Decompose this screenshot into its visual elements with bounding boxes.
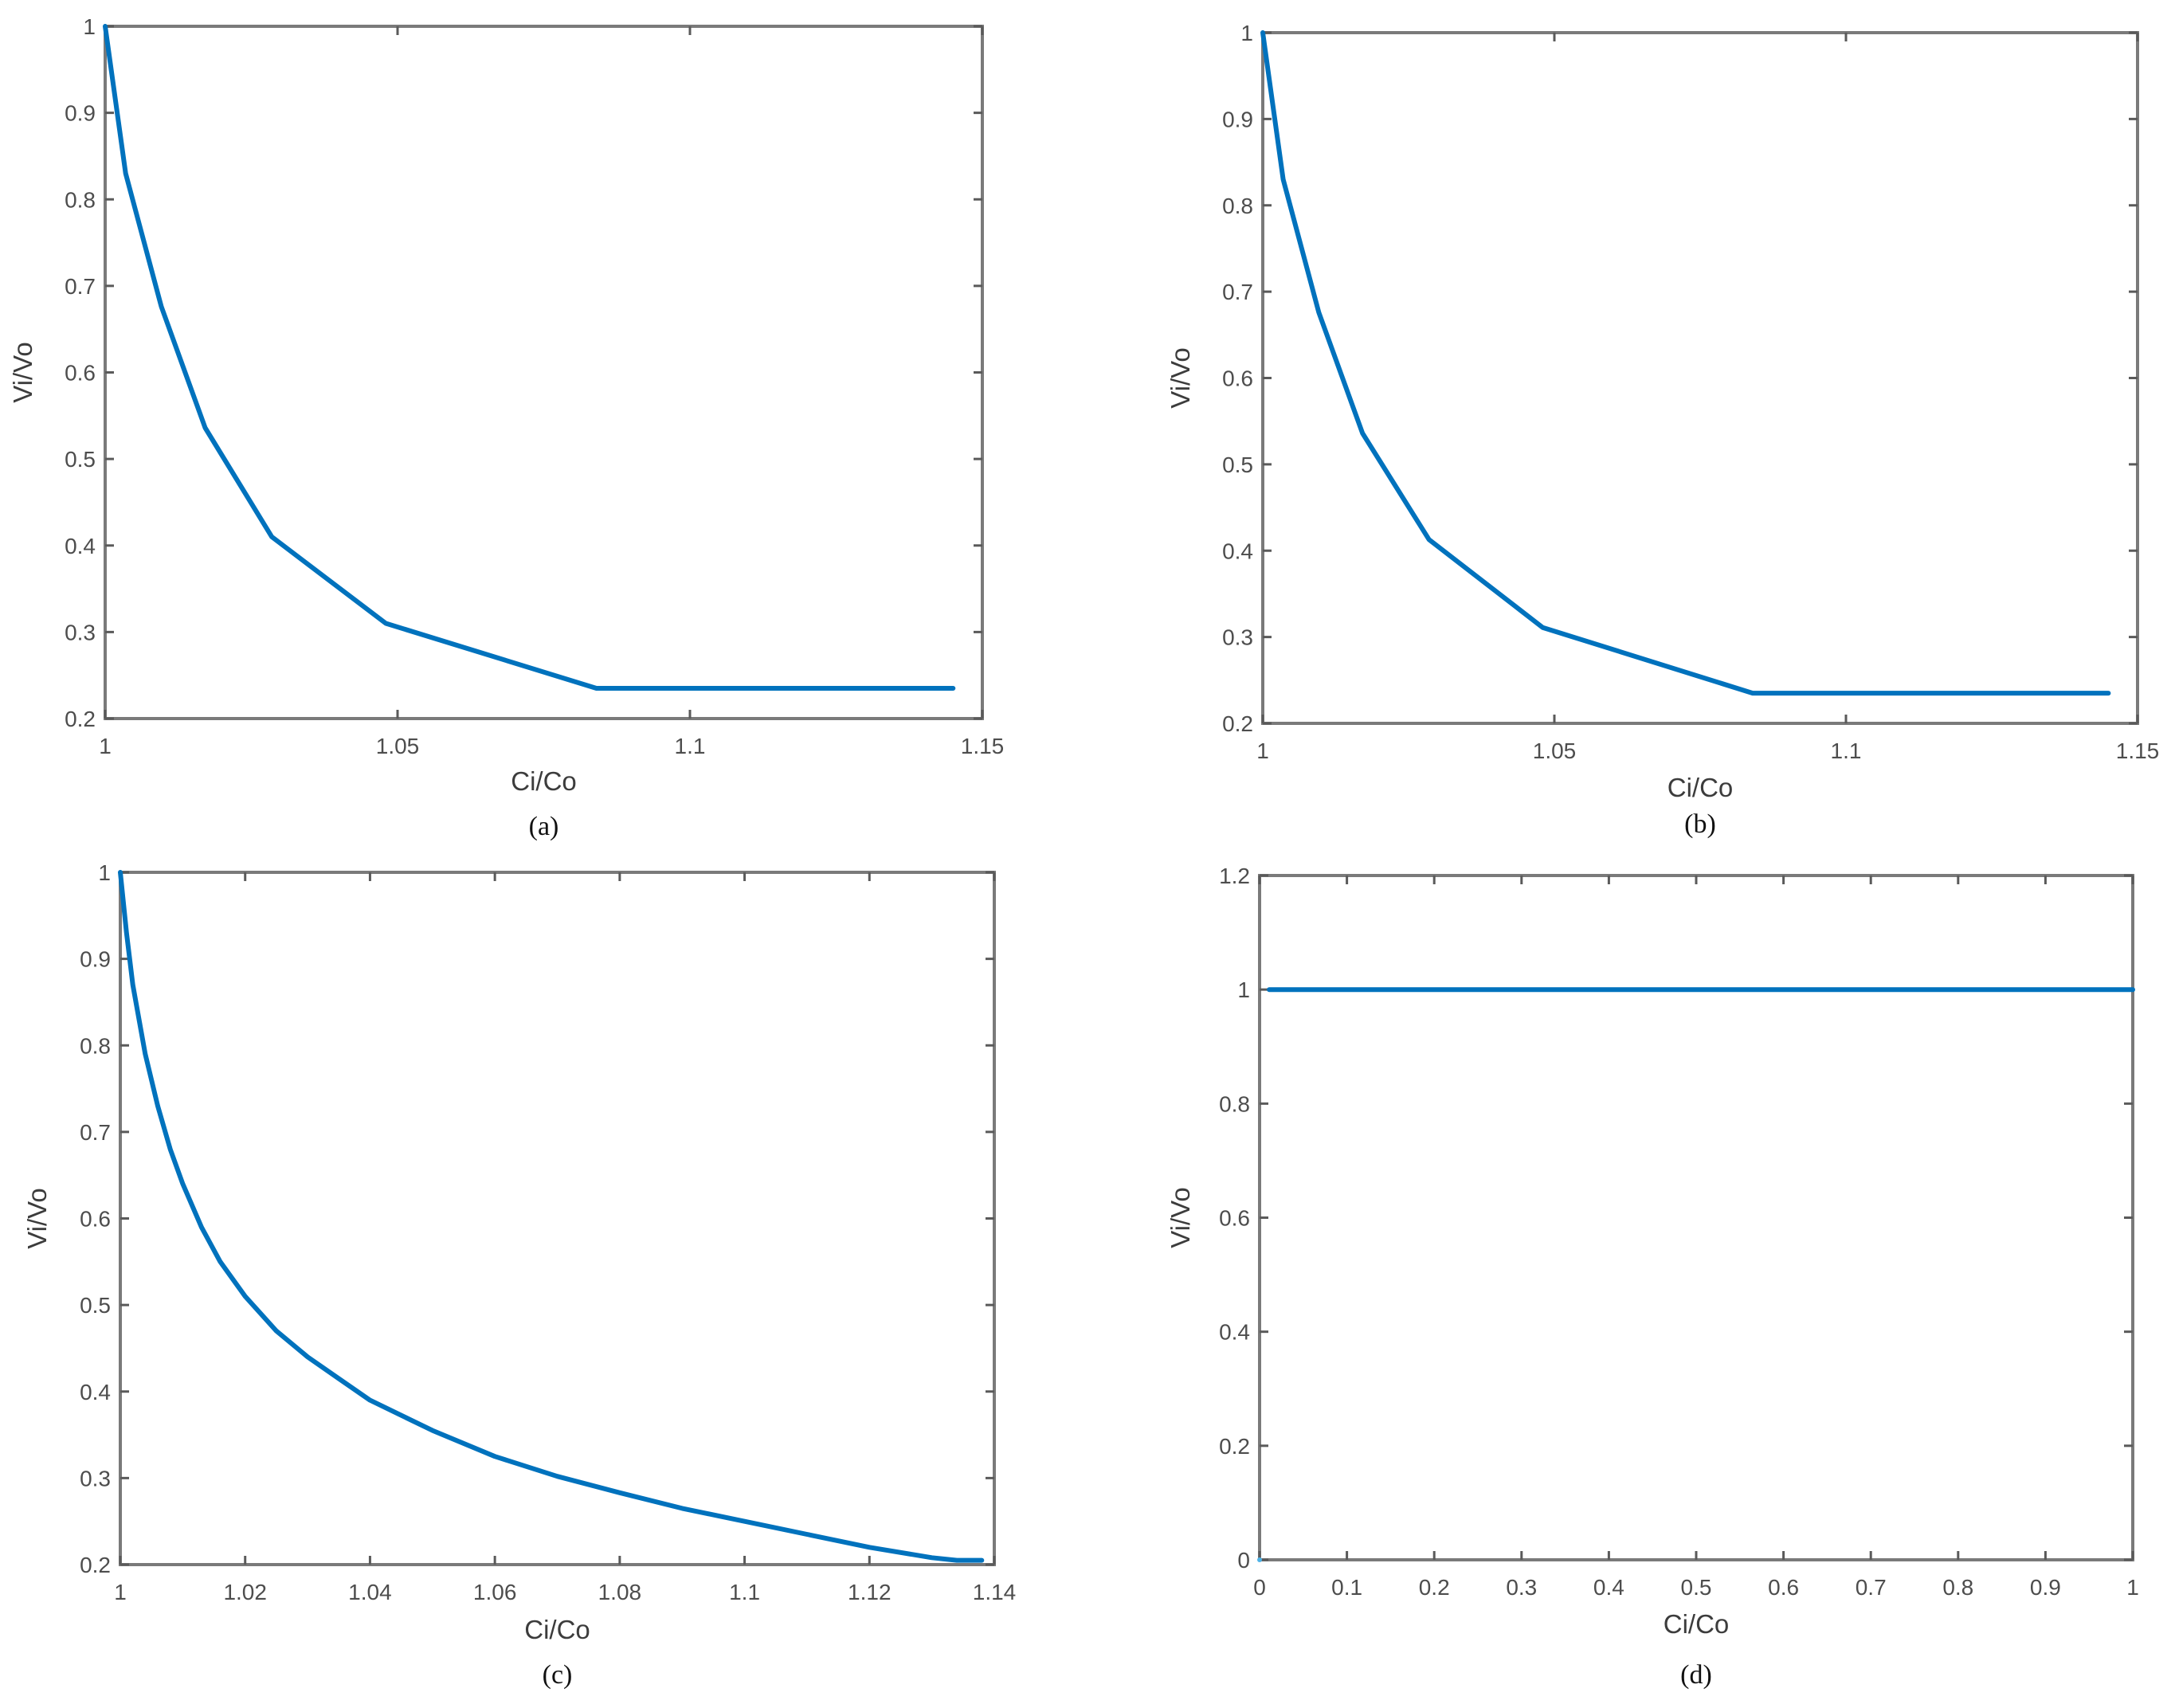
axes-frame: [104, 25, 984, 720]
x-tick-label: 0.1: [1331, 1575, 1362, 1600]
chart-panel-a: 1 1.05 1.1 1.15 0.2 0.3 0.4 0.5 0.6 0.7 0.8 0.9 1 Ci/…: [8, 14, 1004, 841]
panel-caption: (d): [1680, 1660, 1712, 1690]
y-tick-label: 0.4: [80, 1380, 111, 1404]
x-tick-label: 1: [99, 734, 112, 758]
x-axis-label: Ci/Co: [1667, 773, 1734, 802]
y-tick-label: 0.4: [1222, 539, 1253, 563]
chart-panel-b: 1 1.05 1.1 1.15 0.2 0.3 0.4 0.5 0.6 0.7 0.8 0.9 1 Ci/…: [1166, 21, 2159, 839]
x-tick-label: 1.04: [348, 1580, 392, 1604]
y-tick-label: 1: [1240, 21, 1253, 45]
y-tick-label: 1.2: [1219, 864, 1250, 888]
y-tick-label: 0.8: [1222, 194, 1253, 218]
x-tick-label: 0.4: [1593, 1575, 1624, 1600]
y-tick-label: 0.6: [80, 1207, 111, 1232]
y-tick-label: 1: [1237, 977, 1250, 1002]
panel-caption: (b): [1684, 809, 1716, 839]
data-line: [1260, 30, 2111, 696]
y-tick-label: 1: [83, 14, 96, 39]
x-tick-label: 1.14: [973, 1580, 1017, 1604]
y-tick-label: 0.8: [65, 187, 96, 212]
x-tick-label: 1: [2126, 1575, 2139, 1600]
y-tick-label: 0.4: [1219, 1320, 1250, 1345]
x-tick-label: 0.3: [1506, 1575, 1537, 1600]
axes-frame: [1261, 31, 2139, 725]
y-tick-label: 0.2: [80, 1553, 111, 1577]
x-tick-label: 0.9: [2030, 1575, 2061, 1600]
x-tick-label: 1.1: [675, 734, 706, 758]
y-tick-label: 0.6: [1219, 1206, 1250, 1231]
y-tick-label: 0.5: [65, 447, 96, 472]
axes-frame: [1258, 874, 2134, 1561]
chart-panel-d: 0 0.1 0.2 0.3 0.4 0.5 0.6 0.7 0.8 0.9 1 0 0.2 0.4 0.6 0…: [1166, 864, 2139, 1690]
y-axis-label: Vi/Vo: [8, 342, 37, 402]
y-axis-label: Vi/Vo: [22, 1188, 52, 1248]
x-tick-label: 1.12: [848, 1580, 892, 1604]
panel-caption: (a): [529, 812, 559, 841]
y-tick-label: 0.3: [1222, 625, 1253, 650]
x-tick-label: 1.15: [961, 734, 1005, 758]
panel-caption: (c): [543, 1660, 573, 1690]
x-tick-label: 1.1: [729, 1580, 760, 1604]
axes-frame: [119, 871, 996, 1566]
x-tick-label: 0: [1253, 1575, 1266, 1600]
data-line: [118, 870, 985, 1563]
y-tick-label: 0.7: [80, 1120, 111, 1145]
x-tick-label: 1.1: [1831, 738, 1862, 763]
y-tick-label: 0.2: [65, 707, 96, 731]
x-axis-label: Ci/Co: [511, 766, 577, 796]
x-tick-label: 0.6: [1768, 1575, 1799, 1600]
x-tick-label: 0.7: [1856, 1575, 1887, 1600]
y-tick-label: 0.6: [65, 361, 96, 386]
y-tick-label: 0.3: [80, 1466, 111, 1491]
y-tick-label: 0.8: [80, 1033, 111, 1058]
y-tick-label: 1: [98, 860, 111, 885]
x-tick-label: 1: [114, 1580, 127, 1604]
y-axis-label: Vi/Vo: [1166, 347, 1195, 408]
y-tick-label: 0.4: [65, 534, 96, 558]
y-tick-label: 0: [1237, 1548, 1250, 1573]
x-tick-label: 1.15: [2116, 738, 2160, 763]
x-axis-label: Ci/Co: [524, 1615, 590, 1644]
x-axis-label: Ci/Co: [1664, 1609, 1730, 1639]
x-tick-label: 1: [1256, 738, 1269, 763]
chart-panel-c: 1 1.02 1.04 1.06 1.08 1.1 1.12 1.14 0.2 0.3 0.4 0.5…: [22, 860, 1016, 1690]
x-tick-label: 0.8: [1942, 1575, 1973, 1600]
x-tick-label: 1.02: [223, 1580, 267, 1604]
x-tick-label: 1.08: [598, 1580, 642, 1604]
y-tick-label: 0.7: [1222, 280, 1253, 304]
y-tick-label: 0.5: [80, 1293, 111, 1318]
y-tick-label: 0.8: [1219, 1091, 1250, 1116]
y-tick-label: 0.3: [65, 620, 96, 644]
y-tick-label: 0.7: [65, 274, 96, 299]
y-axis-label: Vi/Vo: [1166, 1187, 1195, 1248]
y-tick-label: 0.2: [1222, 711, 1253, 736]
y-tick-label: 0.9: [80, 947, 111, 972]
x-tick-label: 1.06: [473, 1580, 517, 1604]
y-tick-label: 0.9: [65, 101, 96, 126]
y-tick-label: 0.9: [1222, 107, 1253, 131]
y-tick-label: 0.5: [1222, 452, 1253, 477]
y-tick-label: 0.2: [1219, 1434, 1250, 1459]
x-tick-label: 0.2: [1419, 1575, 1450, 1600]
y-tick-label: 0.6: [1222, 366, 1253, 391]
x-tick-label: 0.5: [1681, 1575, 1712, 1600]
x-tick-label: 1.05: [1533, 738, 1577, 763]
data-point: [1257, 1557, 1262, 1562]
x-tick-label: 1.05: [376, 734, 420, 758]
data-line: [103, 24, 956, 691]
